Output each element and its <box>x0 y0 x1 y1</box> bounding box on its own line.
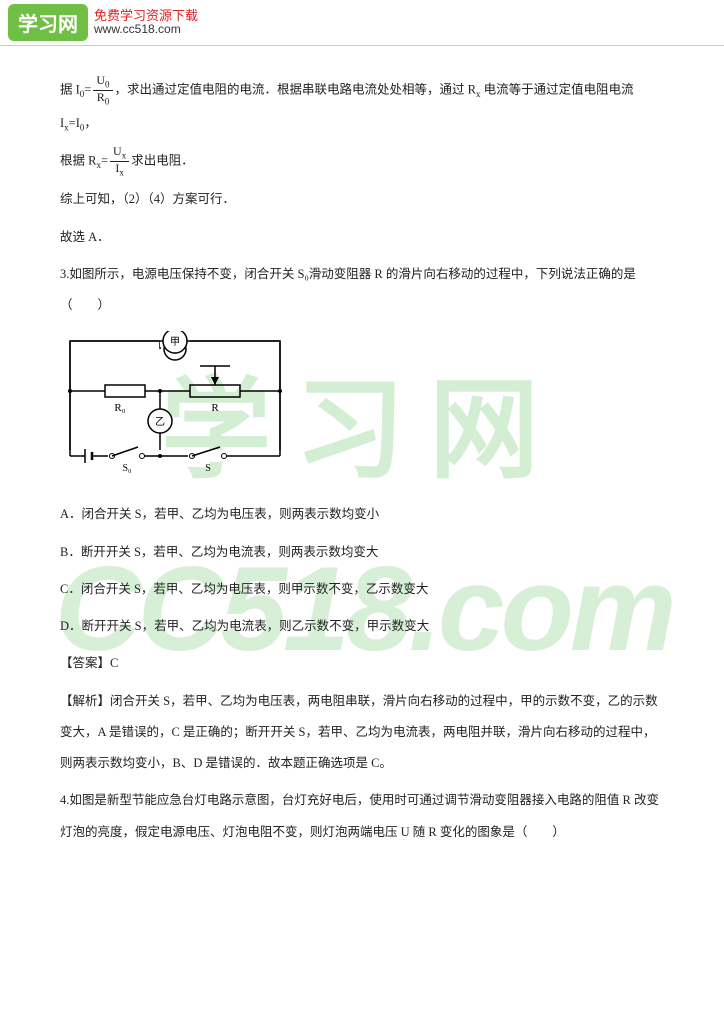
header-text-block: 免费学习资源下载 www.cc518.com <box>94 9 198 36</box>
option-a: A．闭合开关 S，若甲、乙均为电压表，则两表示数均变小 <box>60 499 664 530</box>
option-b: B．断开开关 S，若甲、乙均为电流表，则两表示数均变大 <box>60 537 664 568</box>
svg-text:S₀: S₀ <box>122 463 132 474</box>
document-content: 据 I0=U0R0，求出通过定值电阻的电流．根据串联电路电流处处相等，通过 Rx… <box>0 46 724 848</box>
svg-text:乙: 乙 <box>155 416 165 428</box>
question-4-stem: 4.如图是新型节能应急台灯电路示意图，台灯充好电后，使用时可通过调节滑动变阻器接… <box>60 785 664 848</box>
fraction-2: UxIx <box>110 145 129 179</box>
explanation: 【解析】闭合开关 S，若甲、乙均为电压表，两电阻串联，滑片向右移动的过程中，甲的… <box>60 686 664 780</box>
option-d: D．断开开关 S，若甲、乙均为电流表，则乙示数不变，甲示数变大 <box>60 611 664 642</box>
svg-text:S: S <box>205 463 211 474</box>
option-c: C．闭合开关 S，若甲、乙均为电压表，则甲示数不变，乙示数变大 <box>60 574 664 605</box>
svg-text:R₀: R₀ <box>114 402 125 414</box>
circuit-diagram: R₀ R 甲 甲 <box>60 331 664 481</box>
svg-text:甲: 甲 <box>170 337 180 348</box>
header-subtitle: 免费学习资源下载 <box>94 9 198 23</box>
svg-text:R: R <box>211 402 219 414</box>
formula-line-2: 根据 Rx=UxIx求出电阻． <box>60 145 664 179</box>
header-url: www.cc518.com <box>94 23 198 36</box>
question-3-stem: 3.如图所示，电源电压保持不变，闭合开关 S₀滑动变阻器 R 的滑片向右移动的过… <box>60 259 664 322</box>
logo: 学习网 <box>8 4 88 41</box>
paragraph-conclusion: 综上可知，（2）（4）方案可行． <box>60 184 664 215</box>
site-header: 学习网 免费学习资源下载 www.cc518.com <box>0 0 724 46</box>
answer-label: 【答案】C <box>60 648 664 679</box>
formula-line-1: 据 I0=U0R0，求出通过定值电阻的电流．根据串联电路电流处处相等，通过 Rx… <box>60 74 664 139</box>
paragraph-answer-a: 故选 A． <box>60 222 664 253</box>
fraction-1: U0R0 <box>93 74 112 108</box>
